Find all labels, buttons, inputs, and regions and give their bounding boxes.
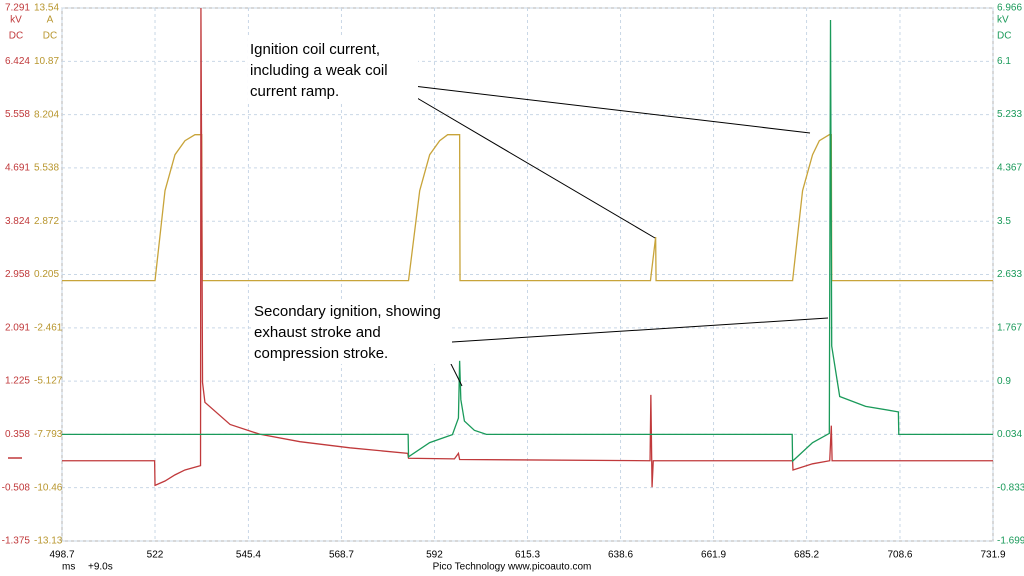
y2-tick-label: 6.1 [997, 56, 1011, 67]
y2-tick-label: 4.367 [997, 163, 1022, 174]
x-tick-label: 592 [426, 550, 443, 561]
y-tick-label: 3.824 [5, 216, 30, 227]
y3-tick-label: -5.127 [34, 376, 63, 387]
y-tick-label: -0.508 [2, 482, 31, 493]
x-tick-label: 731.9 [980, 550, 1005, 561]
x-unit: ms [62, 562, 75, 573]
footer: Pico Technology www.picoauto.com [433, 562, 592, 573]
x-offset: +9.0s [88, 562, 113, 573]
y3-tick-label: -10.46 [34, 482, 63, 493]
y3-tick-label: 0.205 [34, 269, 59, 280]
annotation-bg [248, 38, 418, 102]
annotation-pointers [399, 84, 829, 387]
y-tick-label: 2.958 [5, 269, 30, 280]
y-coupling: DC [9, 31, 23, 42]
y-tick-label: 6.424 [5, 56, 30, 67]
y-tick-label: 2.091 [5, 322, 30, 333]
y2-tick-label: 0.9 [997, 376, 1011, 387]
y3-tick-label: -2.461 [34, 322, 63, 333]
y2-tick-label: -1.699 [997, 536, 1024, 547]
pointer [399, 87, 656, 239]
y2-coupling: DC [997, 31, 1011, 42]
y3-tick-label: 2.872 [34, 216, 59, 227]
y3-tick-label: 5.538 [34, 163, 59, 174]
annotation-line: Ignition coil current, [250, 41, 380, 58]
y2-tick-label: -0.833 [997, 482, 1024, 493]
y3-tick-label: 10.87 [34, 56, 59, 67]
y2-tick-label: 1.767 [997, 322, 1022, 333]
y3-tick-label: -7.793 [34, 429, 63, 440]
x-tick-label: 685.2 [794, 550, 819, 561]
x-tick-label: 545.4 [236, 550, 261, 561]
x-tick-label: 498.7 [49, 550, 74, 561]
trace [62, 20, 993, 463]
annotation-line: compression stroke. [254, 345, 388, 362]
y-tick-label: 5.558 [5, 109, 30, 120]
y-tick-label: 7.291 [5, 3, 30, 14]
x-tick-label: 522 [147, 550, 164, 561]
x-tick-label: 661.9 [701, 550, 726, 561]
trace [62, 8, 993, 488]
y3-tick-label: 13.54 [34, 3, 59, 14]
y2-tick-label: 0.034 [997, 429, 1022, 440]
annotation-line: current ramp. [250, 83, 339, 100]
y-tick-label: 1.225 [5, 376, 30, 387]
y-tick-label: -1.375 [2, 536, 31, 547]
annotation-line: exhaust stroke and [254, 324, 381, 341]
pointer [404, 317, 829, 346]
y-unit: kV [10, 15, 22, 26]
traces [62, 8, 993, 488]
y2-tick-label: 6.966 [997, 3, 1022, 14]
y3-tick-label: -13.13 [34, 536, 63, 547]
pointer [404, 84, 811, 134]
y3-tick-label: 8.204 [34, 109, 59, 120]
y2-tick-label: 2.633 [997, 269, 1022, 280]
y-tick-label: 0.358 [5, 429, 30, 440]
annotation-line: including a weak coil [250, 62, 388, 79]
x-tick-label: 638.6 [608, 550, 633, 561]
y2-tick-label: 3.5 [997, 216, 1011, 227]
annotation-bg [252, 300, 452, 364]
x-tick-label: 615.3 [515, 550, 540, 561]
y2-unit: kV [997, 15, 1009, 26]
y3-coupling: DC [43, 31, 57, 42]
x-tick-label: 708.6 [887, 550, 912, 561]
y-tick-label: 4.691 [5, 163, 30, 174]
y3-unit: A [47, 15, 54, 26]
annotation-line: Secondary ignition, showing [254, 303, 441, 320]
x-tick-label: 568.7 [329, 550, 354, 561]
trace [62, 134, 993, 282]
y2-tick-label: 5.233 [997, 109, 1022, 120]
